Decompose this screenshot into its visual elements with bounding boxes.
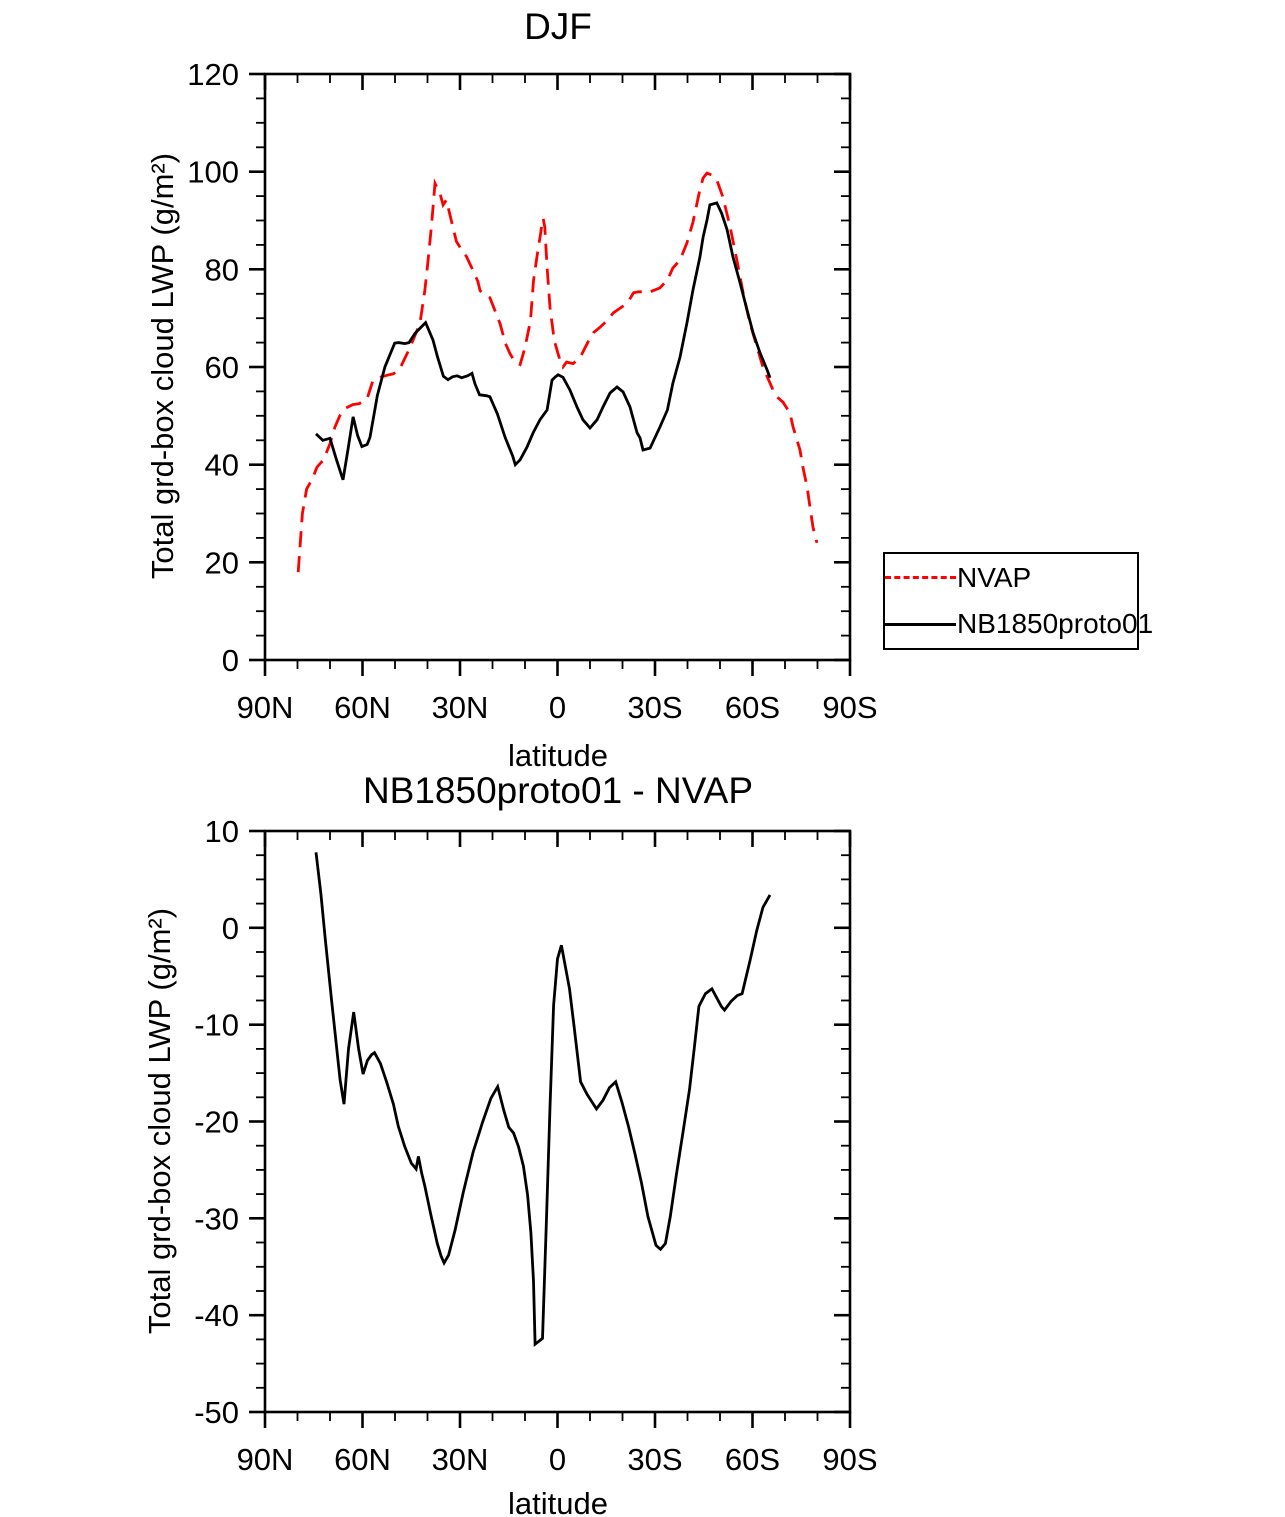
top-chart-series-nb1850proto01-line — [315, 201, 772, 481]
top-chart-x-tick-label: 90N — [237, 690, 294, 725]
bottom-chart-y-tick-label: -10 — [194, 1008, 239, 1043]
bottom-chart-x-tick-label: 0 — [549, 1442, 566, 1477]
bottom-chart-frame — [263, 829, 852, 1414]
top-chart-x-tick-label: 30S — [627, 690, 682, 725]
legend: NVAP NB1850proto01 — [883, 552, 1153, 650]
bottom-chart-x-tick-label: 60S — [725, 1442, 780, 1477]
bottom-chart-y-tick-label: 10 — [205, 814, 239, 849]
top-chart-y-tick-label: 100 — [187, 155, 239, 190]
top-chart-title: DJF — [524, 6, 592, 47]
bottom-chart-y-tick-label: -30 — [194, 1201, 239, 1236]
top-chart-y-tick-label: 80 — [205, 252, 239, 287]
bottom-chart-x-tick-label: 30N — [432, 1442, 489, 1477]
top-chart-frame — [263, 72, 852, 662]
nb1850proto01-solid-line-swatch — [885, 622, 956, 626]
top-chart-y-tick-label: 20 — [205, 545, 239, 580]
top-chart-y-tick-label: 0 — [222, 643, 239, 678]
bottom-chart-x-tick-label: 90N — [237, 1442, 294, 1477]
legend-label-nb1850proto01: NB1850proto01 — [957, 608, 1154, 640]
bottom-chart-x-axis-label: latitude — [508, 1486, 608, 1517]
nvap-dashed-line-swatch — [885, 576, 956, 580]
bottom-chart-series-nb1850proto01-nvap-line — [314, 852, 772, 1348]
top-chart-y-axis-label: Total grd-box cloud LWP (g/m²) — [145, 152, 180, 580]
legend-item-nvap: NVAP — [885, 555, 1137, 601]
bottom-chart-y-axis-label: Total grd-box cloud LWP (g/m²) — [142, 907, 177, 1335]
top-chart-y-tick-label: 120 — [187, 57, 239, 92]
bottom-chart-x-tick-label: 60N — [334, 1442, 391, 1477]
bottom-chart-x-tick-label: 90S — [822, 1442, 877, 1477]
bottom-chart-y-tick-label: -40 — [194, 1298, 239, 1333]
legend-item-nb1850proto01: NB1850proto01 — [885, 601, 1153, 647]
bottom-chart-title: NB1850proto01 - NVAP — [362, 770, 754, 811]
bottom-chart-y-tick-label: 0 — [222, 911, 239, 946]
top-chart-y-tick-label: 40 — [205, 448, 239, 483]
bottom-chart-y-tick-label: -50 — [194, 1395, 239, 1430]
legend-label-nvap: NVAP — [957, 561, 1032, 593]
top-chart-x-tick-label: 0 — [549, 690, 566, 725]
top-chart-y-tick-label: 60 — [205, 350, 239, 385]
top-chart-x-tick-label: 90S — [822, 690, 877, 725]
top-chart-x-axis-label: latitude — [508, 738, 608, 773]
bottom-chart-y-tick-label: -20 — [194, 1105, 239, 1140]
top-chart-series-nvap-line — [296, 171, 819, 573]
top-chart-x-tick-label: 60S — [725, 690, 780, 725]
top-chart-x-tick-label: 30N — [432, 690, 489, 725]
bottom-chart-x-tick-label: 30S — [627, 1442, 682, 1477]
top-chart-x-tick-label: 60N — [334, 690, 391, 725]
